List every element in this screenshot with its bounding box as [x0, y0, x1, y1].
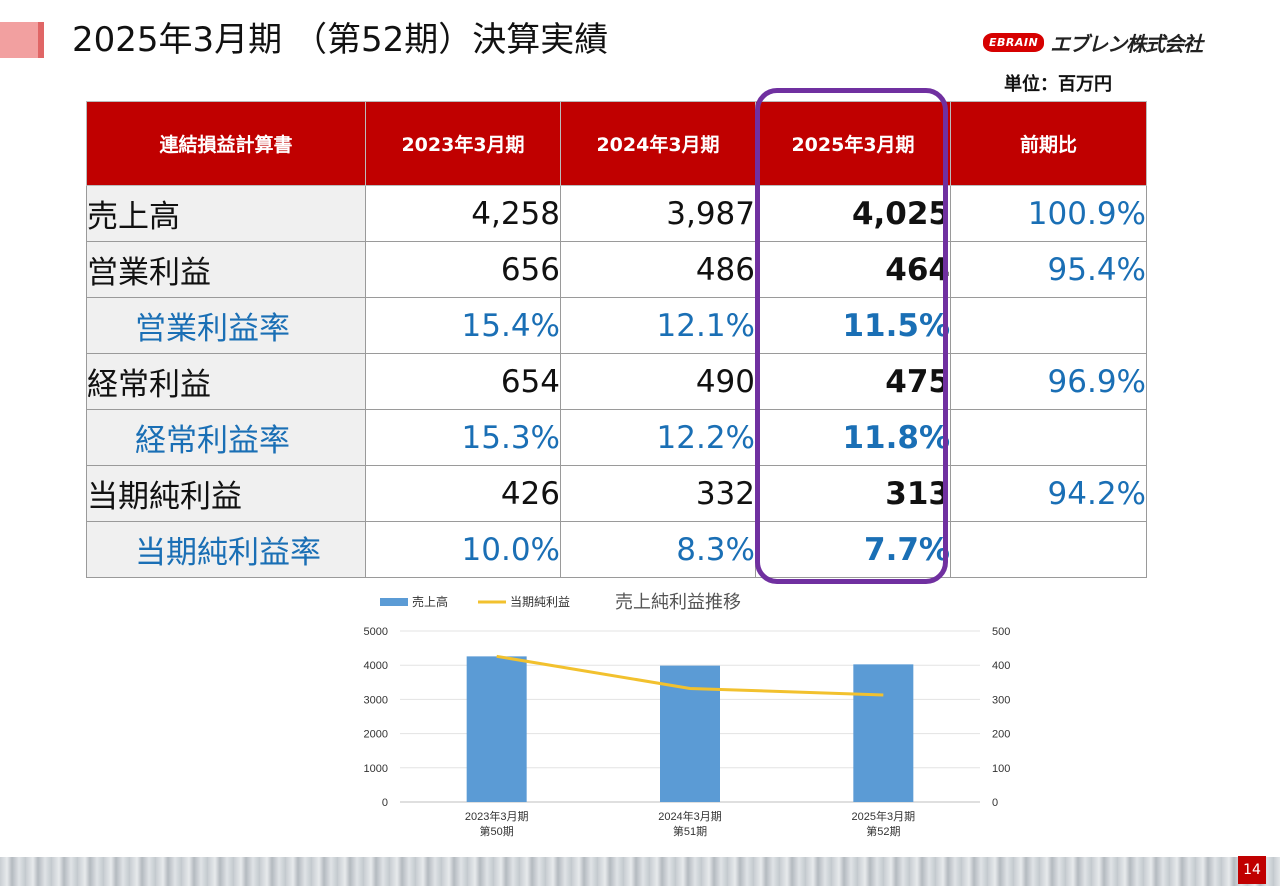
cell-fy2025: 11.8%: [755, 409, 951, 466]
cell-yoy: 96.9%: [950, 353, 1147, 410]
cell-fy2023: 10.0%: [365, 521, 561, 578]
y-left-tick-label: 4000: [364, 660, 388, 672]
line-net-income: [496, 654, 884, 697]
table-row: 当期純利益 426 332 313 94.2%: [86, 465, 1147, 522]
cell-yoy: 95.4%: [950, 241, 1147, 298]
bar-revenue: [466, 656, 527, 802]
cell-fy2024: 8.3%: [560, 521, 756, 578]
cell-fy2025: 313: [755, 465, 951, 522]
chart-title: 売上純利益推移: [615, 592, 741, 612]
cell-yoy: [950, 297, 1147, 354]
bar-revenue: [853, 664, 914, 802]
header-yoy: 前期比: [950, 101, 1147, 186]
cell-fy2025: 7.7%: [755, 521, 951, 578]
company-logo: EBRAIN エブレン株式会社: [983, 28, 1203, 57]
chart-svg: 0 1000 2000 3000 4000 5000 0 100 200 300 400 500 202…: [364, 592, 1011, 838]
cell-fy2023: 426: [365, 465, 561, 522]
cell-yoy: [950, 521, 1147, 578]
title-accent: [0, 22, 38, 58]
page-number: 14: [1238, 856, 1266, 884]
cell-fy2023: 654: [365, 353, 561, 410]
header-fy2024: 2024年3月期: [560, 101, 756, 186]
x-tick-label: 2023年3月期: [465, 809, 529, 823]
row-label: 営業利益率: [86, 297, 366, 354]
title-accent-bar: [38, 22, 44, 58]
logo-badge: EBRAIN: [983, 33, 1045, 52]
row-label: 経常利益: [86, 353, 366, 410]
page-title: 2025年3月期 （第52期）決算実績: [72, 20, 609, 60]
y-right-tick-label: 400: [992, 660, 1010, 672]
table-row: 経常利益 654 490 475 96.9%: [86, 353, 1147, 410]
x-tick-label: 第50期: [480, 824, 514, 838]
cell-yoy: 100.9%: [950, 185, 1147, 242]
table-row: 経常利益率 15.3% 12.2% 11.8%: [86, 409, 1147, 466]
cell-yoy: 94.2%: [950, 465, 1147, 522]
header-fy2023: 2023年3月期: [365, 101, 561, 186]
y-left-tick-label: 0: [382, 797, 388, 809]
cell-fy2024: 12.1%: [560, 297, 756, 354]
cell-fy2025: 464: [755, 241, 951, 298]
cell-fy2024: 490: [560, 353, 756, 410]
row-label: 経常利益率: [86, 409, 366, 466]
cell-fy2025: 11.5%: [755, 297, 951, 354]
cell-fy2024: 12.2%: [560, 409, 756, 466]
cell-yoy: [950, 409, 1147, 466]
cell-fy2025: 475: [755, 353, 951, 410]
row-label: 当期純利益率: [86, 521, 366, 578]
cell-fy2023: 15.3%: [365, 409, 561, 466]
cell-fy2023: 656: [365, 241, 561, 298]
cell-fy2024: 3,987: [560, 185, 756, 242]
y-right-tick-label: 200: [992, 729, 1010, 741]
footer-band: [0, 857, 1280, 886]
logo-company-name: エブレン株式会社: [1050, 32, 1203, 56]
legend-swatch-revenue: [380, 598, 408, 606]
header-statement: 連結損益計算書: [86, 101, 366, 186]
x-tick-label: 第52期: [866, 824, 900, 838]
x-tick-label: 第51期: [673, 824, 707, 838]
y-right-tick-label: 500: [992, 626, 1010, 638]
table-row: 売上高 4,258 3,987 4,025 100.9%: [86, 185, 1147, 242]
y-right-tick-label: 100: [992, 763, 1010, 775]
cell-fy2025: 4,025: [755, 185, 951, 242]
y-left-tick-label: 1000: [364, 763, 388, 775]
x-tick-label: 2024年3月期: [658, 809, 722, 823]
row-label: 当期純利益: [86, 465, 366, 522]
legend-label-net-income: 当期純利益: [510, 595, 570, 609]
unit-label: 単位：百万円: [1004, 74, 1112, 95]
y-left-tick-label: 5000: [364, 626, 388, 638]
cell-fy2024: 332: [560, 465, 756, 522]
y-left-tick-label: 2000: [364, 729, 388, 741]
row-label: 営業利益: [86, 241, 366, 298]
y-left-tick-label: 3000: [364, 694, 388, 706]
revenue-profit-chart: 0 1000 2000 3000 4000 5000 0 100 200 300 400 500 202…: [350, 586, 1030, 856]
cell-fy2023: 4,258: [365, 185, 561, 242]
x-tick-label: 2025年3月期: [852, 809, 916, 823]
cell-fy2023: 15.4%: [365, 297, 561, 354]
header-fy2025: 2025年3月期: [755, 101, 951, 186]
y-right-tick-label: 0: [992, 797, 998, 809]
row-label: 売上高: [86, 185, 366, 242]
legend-label-revenue: 売上高: [412, 594, 448, 609]
cell-fy2024: 486: [560, 241, 756, 298]
table-row: 営業利益 656 486 464 95.4%: [86, 241, 1147, 298]
table-header-row: 連結損益計算書 2023年3月期 2024年3月期 2025年3月期 前期比: [86, 101, 1147, 186]
table-row: 当期純利益率 10.0% 8.3% 7.7%: [86, 521, 1147, 578]
income-statement-table: 連結損益計算書 2023年3月期 2024年3月期 2025年3月期 前期比 売…: [86, 101, 1147, 578]
y-right-tick-label: 300: [992, 694, 1010, 706]
table-row: 営業利益率 15.4% 12.1% 11.5%: [86, 297, 1147, 354]
